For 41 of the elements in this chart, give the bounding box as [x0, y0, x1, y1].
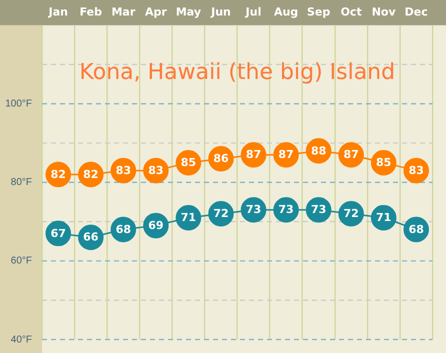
x-tick-label: Jul — [244, 5, 262, 18]
data-label: 71 — [180, 211, 196, 224]
x-tick-label: Jun — [210, 5, 231, 18]
data-label: 87 — [278, 148, 294, 162]
data-label: 88 — [310, 144, 326, 158]
x-tick-label: Dec — [404, 5, 428, 18]
data-label: 71 — [376, 211, 392, 224]
x-tick-label: Nov — [372, 5, 396, 18]
x-tick-label: Aug — [274, 5, 298, 18]
x-tick-label: Oct — [340, 5, 362, 18]
data-label: 82 — [83, 168, 98, 181]
x-tick-label: Sep — [306, 5, 330, 18]
data-label: 73 — [310, 203, 326, 216]
data-label: 67 — [50, 226, 66, 240]
data-label: 83 — [408, 164, 424, 177]
data-label: 68 — [116, 222, 132, 236]
data-label: 66 — [83, 230, 99, 244]
data-label: 72 — [213, 207, 229, 220]
data-label: 68 — [408, 222, 424, 236]
data-label: 85 — [180, 156, 196, 170]
x-tick-label: May — [176, 5, 202, 18]
data-label: 85 — [376, 156, 392, 170]
data-label: 86 — [213, 152, 229, 166]
data-label: 82 — [50, 168, 66, 181]
data-label: 69 — [148, 218, 164, 232]
data-label: 73 — [246, 203, 262, 216]
data-label: 72 — [343, 207, 359, 220]
y-tick-label: 60°F — [10, 256, 32, 267]
data-label: 87 — [343, 148, 359, 162]
y-tick-label: 100°F — [5, 98, 32, 110]
text: Kona, Hawaii (the big) Island — [79, 60, 396, 85]
x-tick-label: Feb — [80, 5, 102, 18]
data-label: 83 — [148, 164, 164, 177]
x-tick-label: Jan — [48, 5, 68, 18]
x-tick-label: Apr — [144, 5, 168, 18]
data-label: 87 — [246, 148, 262, 162]
y-tick-label: 40°F — [10, 334, 32, 346]
y-tick-label: 80°F — [10, 177, 32, 188]
data-label: 73 — [278, 203, 294, 216]
data-label: 83 — [116, 164, 132, 177]
x-tick-label: Mar — [111, 5, 136, 18]
